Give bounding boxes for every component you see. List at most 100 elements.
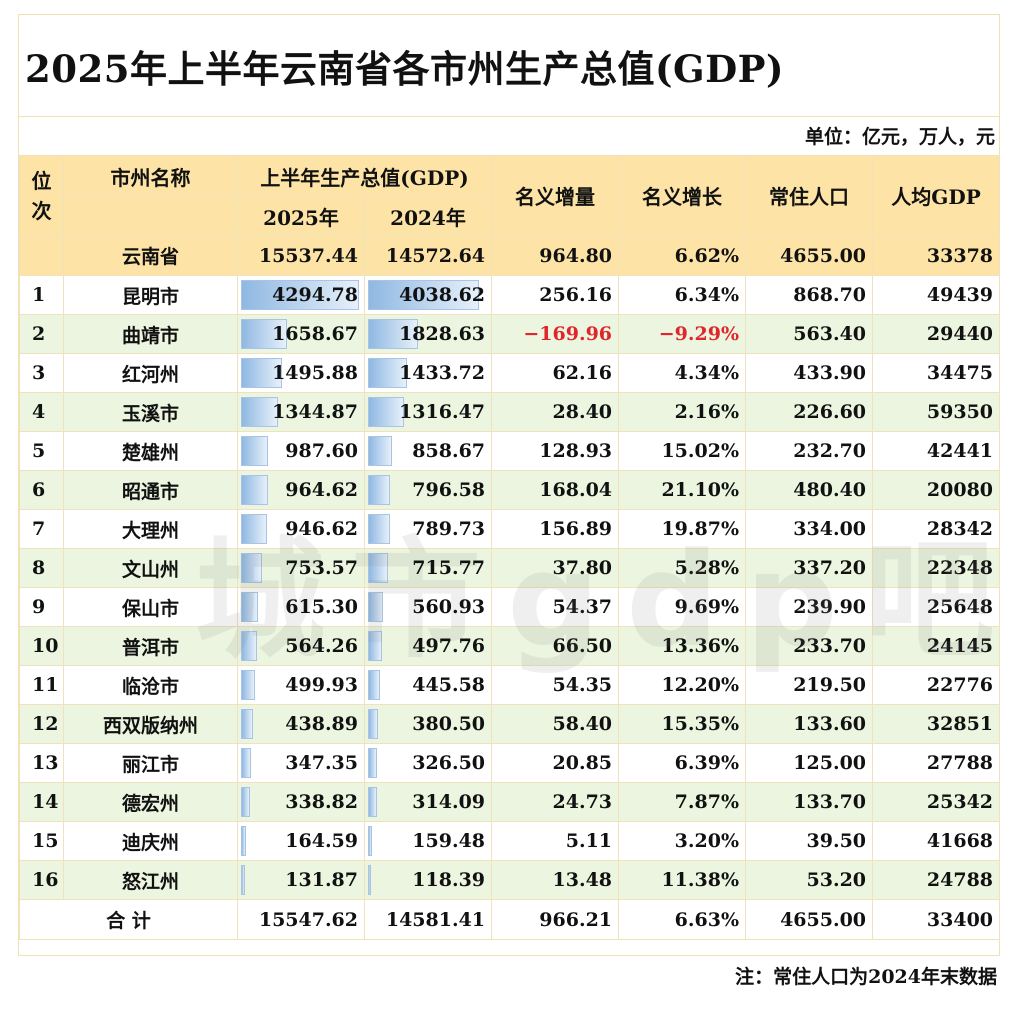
- total-per-capita: 33400: [872, 899, 1001, 940]
- row-gdp2024: 1316.47: [363, 392, 493, 432]
- row-per-capita: 20080: [872, 470, 1001, 510]
- row-increase: 5.11: [491, 821, 620, 861]
- row-name: 大理州: [63, 509, 238, 549]
- header-growth: 名义增长: [618, 155, 747, 236]
- row-gdp2025: 338.82: [237, 782, 365, 822]
- row-rank: 9: [19, 587, 64, 627]
- table-row: 11 临沧市 499.93 445.58 54.35 12.20% 219.50 22776: [19, 665, 1001, 705]
- row-rank: 3: [19, 353, 64, 393]
- gdp-bar: [368, 865, 372, 895]
- table-row: 10 普洱市 564.26 497.76 66.50 13.36% 233.70 24145: [19, 626, 1001, 666]
- row-increase: 24.73: [491, 782, 620, 822]
- row-gdp2025-value: 1344.87: [272, 401, 358, 423]
- row-growth: 11.38%: [618, 860, 747, 900]
- row-per-capita: 49439: [872, 275, 1001, 315]
- row-per-capita: 25648: [872, 587, 1001, 627]
- row-growth: 6.34%: [618, 275, 747, 315]
- row-gdp2025: 987.60: [237, 431, 365, 471]
- row-growth: 19.87%: [618, 509, 747, 549]
- total-growth: 6.63%: [618, 899, 747, 940]
- row-population: 39.50: [745, 821, 874, 861]
- table-row: 6 昭通市 964.62 796.58 168.04 21.10% 480.40 20080: [19, 470, 1001, 510]
- table-row: 3 红河州 1495.88 1433.72 62.16 4.34% 433.90 34475: [19, 353, 1001, 393]
- row-rank: 13: [19, 743, 64, 783]
- province-increase: 964.80: [491, 235, 620, 276]
- gdp-bar: [368, 475, 390, 505]
- row-population: 219.50: [745, 665, 874, 705]
- total-gdp2025: 15547.62: [237, 899, 365, 940]
- row-gdp2024: 4038.62: [363, 275, 493, 315]
- row-rank: 2: [19, 314, 64, 354]
- gdp-bar: [368, 787, 377, 817]
- row-growth: 5.28%: [618, 548, 747, 588]
- row-rank: 6: [19, 470, 64, 510]
- row-population: 868.70: [745, 275, 874, 315]
- table-row: 8 文山州 753.57 715.77 37.80 5.28% 337.20 22348: [19, 548, 1001, 588]
- row-name: 临沧市: [63, 665, 238, 705]
- row-gdp2025-value: 1658.67: [272, 323, 358, 345]
- total-population: 4655.00: [745, 899, 874, 940]
- row-rank: 7: [19, 509, 64, 549]
- row-increase: 28.40: [491, 392, 620, 432]
- gdp-bar: [241, 826, 246, 856]
- row-gdp2025-value: 1495.88: [272, 362, 358, 384]
- header-2024: 2024年: [363, 197, 493, 236]
- row-per-capita: 42441: [872, 431, 1001, 471]
- row-increase: 156.89: [491, 509, 620, 549]
- row-growth: 13.36%: [618, 626, 747, 666]
- gdp-bar: [368, 436, 392, 466]
- row-population: 433.90: [745, 353, 874, 393]
- row-population: 233.70: [745, 626, 874, 666]
- row-increase: 62.16: [491, 353, 620, 393]
- row-gdp2024-value: 796.58: [412, 479, 486, 501]
- header-rank: 位次: [19, 155, 64, 236]
- gdp-bar: [241, 865, 245, 895]
- row-gdp2024-value: 1316.47: [399, 401, 486, 423]
- row-gdp2025: 564.26: [237, 626, 365, 666]
- gdp-bar: [241, 280, 359, 310]
- row-gdp2025-value: 564.26: [285, 635, 358, 657]
- row-increase: 13.48: [491, 860, 620, 900]
- table-row: 15 迪庆州 164.59 159.48 5.11 3.20% 39.50 41668: [19, 821, 1001, 861]
- row-per-capita: 29440: [872, 314, 1001, 354]
- row-name: 丽江市: [63, 743, 238, 783]
- row-rank: 1: [19, 275, 64, 315]
- row-population: 232.70: [745, 431, 874, 471]
- row-growth: −9.29%: [618, 314, 747, 354]
- gdp-bar: [241, 748, 251, 778]
- gdp-bar: [368, 514, 390, 544]
- row-growth: 12.20%: [618, 665, 747, 705]
- row-name: 保山市: [63, 587, 238, 627]
- row-population: 334.00: [745, 509, 874, 549]
- row-gdp2024: 118.39: [363, 860, 493, 900]
- row-rank: 11: [19, 665, 64, 705]
- gdp-bar: [368, 358, 408, 388]
- row-increase: 54.35: [491, 665, 620, 705]
- total-increase: 966.21: [491, 899, 620, 940]
- row-gdp2025: 615.30: [237, 587, 365, 627]
- header-name-blank: [63, 197, 238, 236]
- table-row: 4 玉溪市 1344.87 1316.47 28.40 2.16% 226.60 59350: [19, 392, 1001, 432]
- province-per-capita: 33378: [872, 235, 1001, 276]
- row-name: 红河州: [63, 353, 238, 393]
- row-gdp2024: 1828.63: [363, 314, 493, 354]
- row-gdp2025: 964.62: [237, 470, 365, 510]
- row-increase: −169.96: [491, 314, 620, 354]
- province-gdp2024: 14572.64: [363, 235, 493, 276]
- row-rank: 12: [19, 704, 64, 744]
- gdp-bar: [241, 787, 251, 817]
- row-gdp2024: 159.48: [363, 821, 493, 861]
- gdp-bar: [368, 319, 419, 349]
- table-row: 16 怒江州 131.87 118.39 13.48 11.38% 53.20 24788: [19, 860, 1001, 900]
- gdp-bar: [241, 358, 283, 388]
- header-increase: 名义增量: [491, 155, 620, 236]
- footnote: 注：常住人口为2024年末数据: [735, 966, 997, 988]
- unit-label: 单位：亿元，万人，元: [804, 126, 995, 148]
- row-gdp2025-value: 946.62: [285, 518, 358, 540]
- row-per-capita: 24788: [872, 860, 1001, 900]
- row-gdp2025: 946.62: [237, 509, 365, 549]
- row-increase: 20.85: [491, 743, 620, 783]
- row-gdp2025-value: 964.62: [285, 479, 358, 501]
- row-gdp2025: 164.59: [237, 821, 365, 861]
- header-population: 常住人口: [745, 155, 874, 236]
